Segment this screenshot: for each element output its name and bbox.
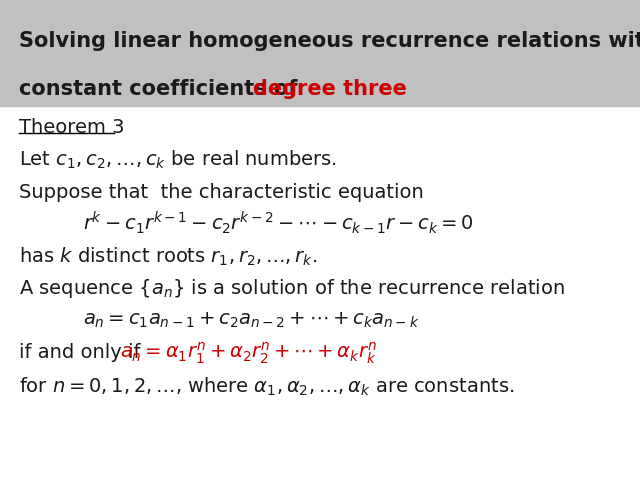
- Text: for $n = 0, 1, 2, \ldots$, where $\alpha_1, \alpha_2, \ldots, \alpha_k$ are cons: for $n = 0, 1, 2, \ldots$, where $\alpha…: [19, 375, 515, 397]
- Text: $a_n = \alpha_1 r_1^n + \alpha_2 r_2^n + \cdots + \alpha_k r_k^n$: $a_n = \alpha_1 r_1^n + \alpha_2 r_2^n +…: [120, 340, 376, 366]
- Text: constant coefficients of: constant coefficients of: [19, 79, 305, 99]
- Text: Solving linear homogeneous recurrence relations with: Solving linear homogeneous recurrence re…: [19, 31, 640, 51]
- Text: Theorem 3: Theorem 3: [19, 118, 125, 137]
- FancyBboxPatch shape: [0, 0, 640, 106]
- Text: has $k$ distinct roots $r_1, r_2, \ldots, r_k$.: has $k$ distinct roots $r_1, r_2, \ldots…: [19, 246, 318, 268]
- Text: $r^k - c_1 r^{k-1} - c_2 r^{k-2} - \cdots - c_{k-1}r - c_k = 0$: $r^k - c_1 r^{k-1} - c_2 r^{k-2} - \cdot…: [83, 210, 474, 237]
- Text: Let $c_1, c_2, \ldots, c_k$ be real numbers.: Let $c_1, c_2, \ldots, c_k$ be real numb…: [19, 148, 337, 170]
- Text: $a_n = c_1 a_{n-1} + c_2 a_{n-2} + \cdots + c_k a_{n-k}$: $a_n = c_1 a_{n-1} + c_2 a_{n-2} + \cdot…: [83, 311, 420, 330]
- Text: degree three: degree three: [253, 79, 406, 99]
- Text: if and only if: if and only if: [19, 343, 147, 362]
- Text: A sequence $\{a_n\}$ is a solution of the recurrence relation: A sequence $\{a_n\}$ is a solution of th…: [19, 276, 565, 300]
- Text: Suppose that  the characteristic equation: Suppose that the characteristic equation: [19, 182, 424, 202]
